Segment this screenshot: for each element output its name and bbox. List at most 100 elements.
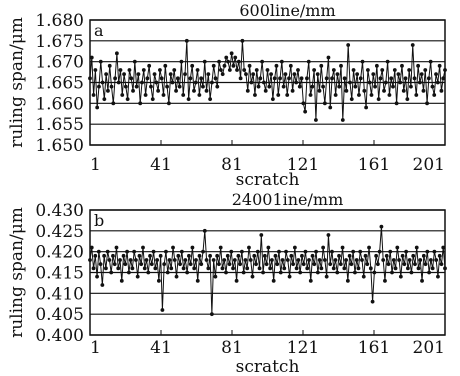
data-point	[270, 97, 275, 102]
data-point	[305, 266, 310, 271]
data-point	[275, 262, 280, 267]
data-point	[218, 245, 223, 250]
x-tick-label: 121	[287, 155, 319, 175]
data-point	[280, 258, 285, 262]
data-point	[264, 262, 269, 267]
data-point	[360, 59, 365, 64]
data-point	[224, 270, 228, 275]
data-point	[285, 93, 290, 97]
data-point	[411, 253, 416, 258]
data-point	[121, 253, 126, 258]
data-point	[168, 72, 173, 77]
data-point	[239, 249, 244, 254]
data-point	[143, 93, 148, 97]
x-tick-label: 41	[150, 155, 172, 175]
data-point	[402, 262, 407, 267]
data-point	[414, 93, 419, 97]
data-point	[251, 72, 256, 77]
data-point	[312, 262, 317, 267]
y-tick-label: 0.400	[35, 326, 84, 346]
x-tick-label: 201	[413, 155, 445, 175]
data-point	[197, 253, 202, 258]
data-point	[154, 80, 159, 85]
data-point	[425, 101, 429, 106]
data-point	[391, 258, 396, 262]
data-point	[383, 278, 387, 283]
data-point	[111, 253, 115, 258]
data-point	[410, 43, 415, 47]
data-point	[192, 88, 196, 93]
data-point	[245, 88, 250, 93]
data-point	[287, 76, 291, 81]
data-point	[107, 258, 112, 262]
data-point	[434, 258, 439, 262]
data-point	[312, 68, 317, 72]
data-point	[176, 253, 181, 258]
data-point	[282, 266, 287, 271]
data-point	[426, 76, 431, 81]
data-point	[342, 76, 347, 81]
data-point	[441, 245, 446, 250]
data-point	[102, 97, 107, 102]
data-point	[365, 262, 370, 267]
data-point	[174, 274, 179, 279]
data-point	[416, 266, 421, 271]
data-point	[345, 278, 350, 283]
data-point	[227, 262, 232, 267]
data-point	[346, 43, 351, 47]
data-point	[443, 68, 447, 72]
data-point	[149, 84, 153, 89]
data-point	[136, 72, 141, 77]
data-point	[386, 262, 391, 267]
data-point	[162, 262, 167, 267]
data-point	[303, 249, 308, 254]
data-point	[93, 253, 98, 258]
data-point	[337, 84, 342, 89]
data-point	[109, 270, 114, 275]
data-point	[218, 68, 223, 72]
data-point	[142, 266, 147, 271]
data-point	[419, 72, 424, 77]
data-point	[418, 80, 422, 85]
x-tick-label: 1	[90, 155, 101, 175]
data-point	[416, 63, 421, 68]
data-point	[98, 59, 103, 64]
data-point	[323, 258, 327, 262]
data-point	[181, 93, 186, 97]
data-point	[95, 105, 100, 110]
data-point	[125, 249, 129, 254]
data-point	[109, 84, 114, 89]
data-point	[137, 253, 142, 258]
data-point	[353, 270, 357, 275]
y-tick-label: 0.420	[35, 243, 84, 263]
data-point	[192, 266, 197, 271]
data-point	[357, 93, 361, 97]
y-tick-label: 0.430	[35, 201, 84, 221]
data-point	[272, 76, 277, 81]
data-point	[114, 51, 119, 56]
data-point	[328, 262, 333, 267]
data-point	[131, 88, 135, 93]
data-point	[342, 266, 347, 271]
data-point	[315, 72, 320, 77]
plot-frame	[89, 19, 446, 146]
data-point	[335, 72, 340, 77]
data-point	[156, 88, 161, 93]
data-point	[104, 266, 108, 271]
data-point	[119, 278, 124, 283]
data-point	[331, 266, 336, 271]
data-point	[91, 93, 96, 97]
data-point	[338, 262, 343, 267]
data-point	[439, 262, 444, 267]
data-point	[354, 258, 359, 262]
data-point	[100, 283, 105, 287]
data-point	[392, 68, 397, 72]
data-point	[262, 253, 267, 258]
data-point	[333, 93, 338, 97]
data-point	[400, 63, 404, 68]
data-point	[388, 249, 393, 254]
data-point	[374, 63, 379, 68]
data-point	[202, 59, 207, 64]
data-point	[298, 270, 303, 275]
data-point	[314, 249, 318, 254]
